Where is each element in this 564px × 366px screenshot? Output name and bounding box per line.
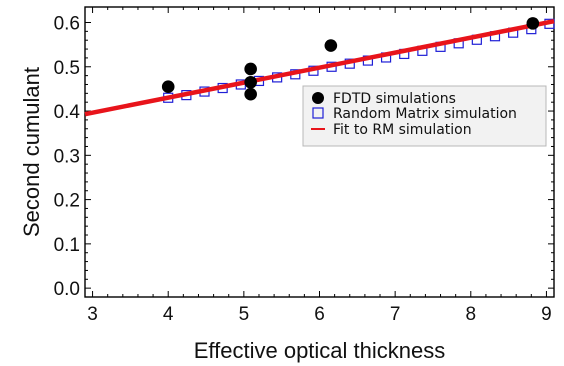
axis-ticks [85, 7, 554, 297]
x-tick-label: 9 [541, 304, 552, 325]
x-tick-label: 6 [314, 304, 325, 325]
y-tick-label: 0.5 [54, 58, 80, 79]
legend-fdtd-marker [312, 92, 324, 104]
fdtd-point [244, 75, 257, 89]
y-tick-label: 0.0 [54, 279, 80, 300]
data-marks [84, 17, 555, 117]
fit-line [84, 18, 555, 117]
y-tick-label: 0.3 [54, 146, 80, 167]
legend-label: Random Matrix simulation [333, 106, 517, 122]
fdtd-point [324, 39, 338, 52]
x-tick-label: 5 [239, 304, 250, 325]
y-axis-label: Second cumulant [19, 67, 44, 237]
x-tick-label: 4 [163, 304, 174, 325]
x-tick-label: 3 [87, 304, 98, 325]
x-axis-label: Effective optical thickness [194, 338, 446, 363]
y-tick-label: 0.1 [54, 235, 80, 256]
fdtd-point [244, 62, 257, 76]
y-tick-label: 0.4 [54, 102, 81, 123]
legend-box [302, 85, 547, 147]
legend-label: FDTD simulations [333, 91, 456, 107]
x-tick-label: 7 [390, 304, 401, 325]
fdtd-point [161, 80, 175, 93]
y-tick-label: 0.2 [54, 191, 80, 212]
legend-rm-marker [312, 107, 324, 119]
fdtd-point [526, 17, 540, 30]
x-tick-label: 8 [466, 304, 477, 325]
plot-frame [84, 6, 555, 298]
y-tick-label: 0.6 [54, 13, 80, 34]
fdtd-point [244, 87, 257, 101]
legend-label: Fit to RM simulation [333, 122, 472, 138]
axis-tick-labels: 3 4 5 6 7 8 9 0.0 0.1 0.2 0.3 0.4 0.5 0.6 [54, 13, 552, 325]
